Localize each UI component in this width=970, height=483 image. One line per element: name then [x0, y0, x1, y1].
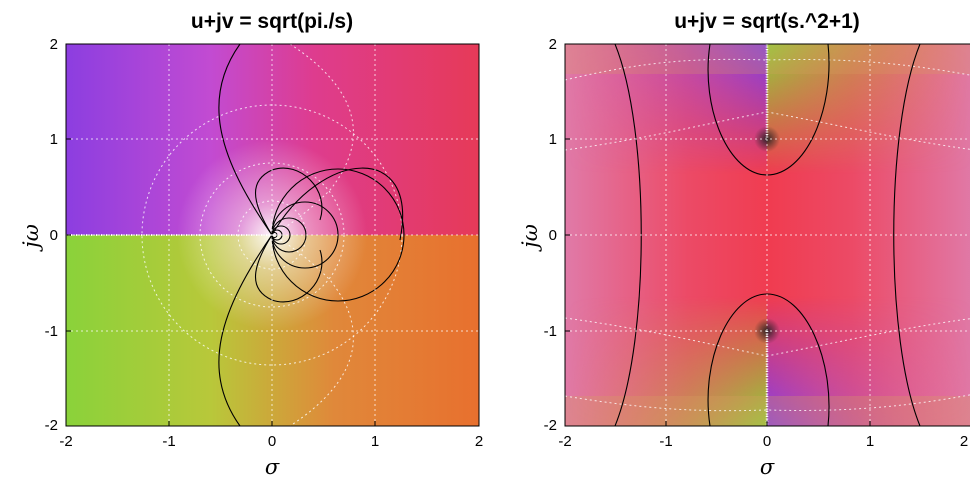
right-x-tick: -1 — [659, 433, 672, 450]
left-x-tick: -2 — [59, 433, 72, 450]
right-y-tick: 2 — [549, 36, 557, 53]
left-y-tick: 2 — [50, 36, 58, 53]
right-x-tick: 1 — [866, 433, 874, 450]
right-title: u+jv = sqrt(s.^2+1) — [674, 10, 860, 33]
left-title: u+jv = sqrt(pi./s) — [191, 10, 353, 33]
left-y-tick: 0 — [50, 227, 58, 244]
right-x-tick: 2 — [960, 433, 968, 450]
left-panel: u+jv = sqrt(pi./s) — [19, 10, 483, 479]
left-y-axis-label: jω — [19, 224, 43, 252]
left-x-tick: -1 — [162, 433, 175, 450]
left-x-tick: 0 — [268, 433, 276, 450]
right-panel: u+jv = sqrt(s.^2+1) — [518, 10, 970, 479]
left-y-tick: 1 — [50, 131, 58, 148]
right-y-tick: -2 — [544, 417, 557, 434]
right-y-tick: -1 — [544, 323, 557, 340]
left-x-axis-label: σ — [265, 455, 280, 479]
left-contour-dotted — [199, 162, 345, 308]
left-x-tick: 2 — [475, 433, 483, 450]
right-y-tick: 0 — [549, 227, 557, 244]
right-x-tick: -2 — [558, 433, 571, 450]
right-x-tick: 0 — [763, 433, 771, 450]
left-y-tick: -1 — [45, 323, 58, 340]
right-grid — [565, 44, 970, 426]
left-x-tick: 1 — [371, 433, 379, 450]
right-y-axis-label: jω — [518, 224, 542, 252]
left-y-tick: -2 — [45, 417, 58, 434]
right-x-axis-label: σ — [760, 455, 775, 479]
left-grid — [66, 44, 479, 426]
right-y-tick: 1 — [549, 131, 557, 148]
